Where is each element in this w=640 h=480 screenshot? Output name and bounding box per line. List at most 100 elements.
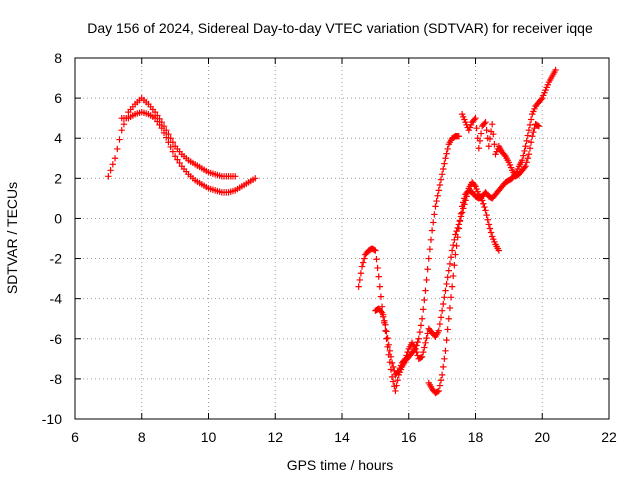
data-point: [118, 127, 125, 134]
data-point: [387, 353, 395, 361]
data-point: [109, 161, 117, 168]
y-tick-label: -2: [50, 251, 63, 267]
x-tick-label: 22: [601, 429, 617, 445]
data-point: [443, 150, 450, 157]
data-point: [442, 155, 449, 162]
data-point: [158, 124, 165, 132]
data-point: [418, 315, 426, 322]
y-tick-label: -8: [50, 371, 63, 387]
data-point: [434, 192, 441, 199]
x-tick-label: 18: [468, 429, 484, 445]
data-point: [447, 254, 455, 261]
data-point: [482, 118, 489, 126]
y-tick-label: 0: [54, 210, 62, 226]
data-point: [425, 255, 432, 262]
data-point: [438, 171, 446, 178]
series-arc-1-lower: [118, 108, 259, 196]
data-point: [448, 247, 456, 254]
data-point: [412, 345, 419, 353]
data-point: [444, 326, 451, 333]
data-point: [527, 116, 535, 123]
data-point: [527, 139, 535, 146]
data-point: [446, 304, 454, 312]
data-point: [445, 267, 452, 274]
y-axis-label: SDTVAR / TECUs: [4, 182, 20, 294]
data-point: [471, 181, 478, 189]
data-point: [428, 227, 436, 234]
x-axis-label: GPS time / hours: [287, 457, 394, 473]
data-point: [377, 293, 385, 300]
y-tick-label: -4: [50, 291, 63, 307]
data-point: [457, 210, 465, 217]
y-tick-label: 8: [54, 50, 62, 66]
data-point: [529, 133, 536, 140]
data-point: [165, 139, 172, 146]
data-point: [252, 175, 259, 182]
data-point: [383, 335, 390, 342]
data-point: [436, 181, 444, 189]
data-point: [413, 348, 420, 356]
data-point: [373, 256, 380, 263]
data-point: [421, 344, 428, 351]
data-point: [481, 120, 488, 127]
data-point: [480, 200, 487, 207]
data-point: [443, 280, 450, 288]
x-tick-label: 8: [138, 429, 146, 445]
data-point: [120, 120, 128, 128]
y-tick-label: -10: [42, 411, 62, 427]
data-point: [442, 347, 449, 355]
data-point: [436, 382, 444, 389]
data-point: [376, 283, 384, 290]
data-point: [445, 315, 452, 322]
data-point: [522, 143, 529, 150]
data-point: [417, 322, 425, 329]
data-point: [443, 336, 450, 344]
data-point: [151, 108, 159, 116]
data-point: [495, 247, 503, 254]
data-point: [402, 355, 409, 363]
data-point: [423, 276, 430, 284]
data-point: [116, 136, 123, 143]
data-point: [552, 66, 559, 74]
data-point: [448, 283, 456, 290]
data-point: [485, 143, 493, 150]
data-point: [456, 217, 464, 225]
data-point: [156, 121, 163, 129]
data-point: [521, 147, 528, 155]
data-point: [384, 334, 391, 342]
data-point: [422, 339, 429, 346]
data-point: [440, 300, 447, 308]
data-point: [461, 195, 468, 202]
data-point: [530, 129, 537, 136]
data-point: [165, 131, 172, 138]
data-point: [485, 221, 493, 228]
data-point: [458, 203, 466, 210]
data-point: [415, 335, 422, 342]
data-point: [435, 387, 442, 395]
data-point: [424, 330, 431, 337]
data-point: [167, 143, 174, 151]
data-point: [420, 348, 427, 356]
data-point: [426, 245, 434, 253]
data-point: [472, 114, 479, 122]
data-point: [389, 378, 397, 385]
data-point: [385, 341, 392, 348]
data-point: [523, 159, 530, 166]
data-point: [521, 164, 528, 171]
data-point: [473, 124, 480, 132]
data-point: [537, 96, 545, 103]
data-point: [491, 141, 498, 148]
series-arc-2-c: [425, 66, 559, 397]
data-point: [525, 151, 533, 158]
data-point: [422, 287, 429, 294]
data-point: [437, 377, 445, 384]
data-point: [435, 187, 442, 194]
data-point: [482, 207, 489, 214]
data-point: [160, 129, 168, 137]
data-point: [483, 127, 490, 134]
data-point: [524, 155, 531, 162]
data-point: [167, 135, 174, 142]
data-point: [105, 173, 112, 180]
data-point: [418, 353, 426, 361]
data-point: [357, 270, 365, 277]
